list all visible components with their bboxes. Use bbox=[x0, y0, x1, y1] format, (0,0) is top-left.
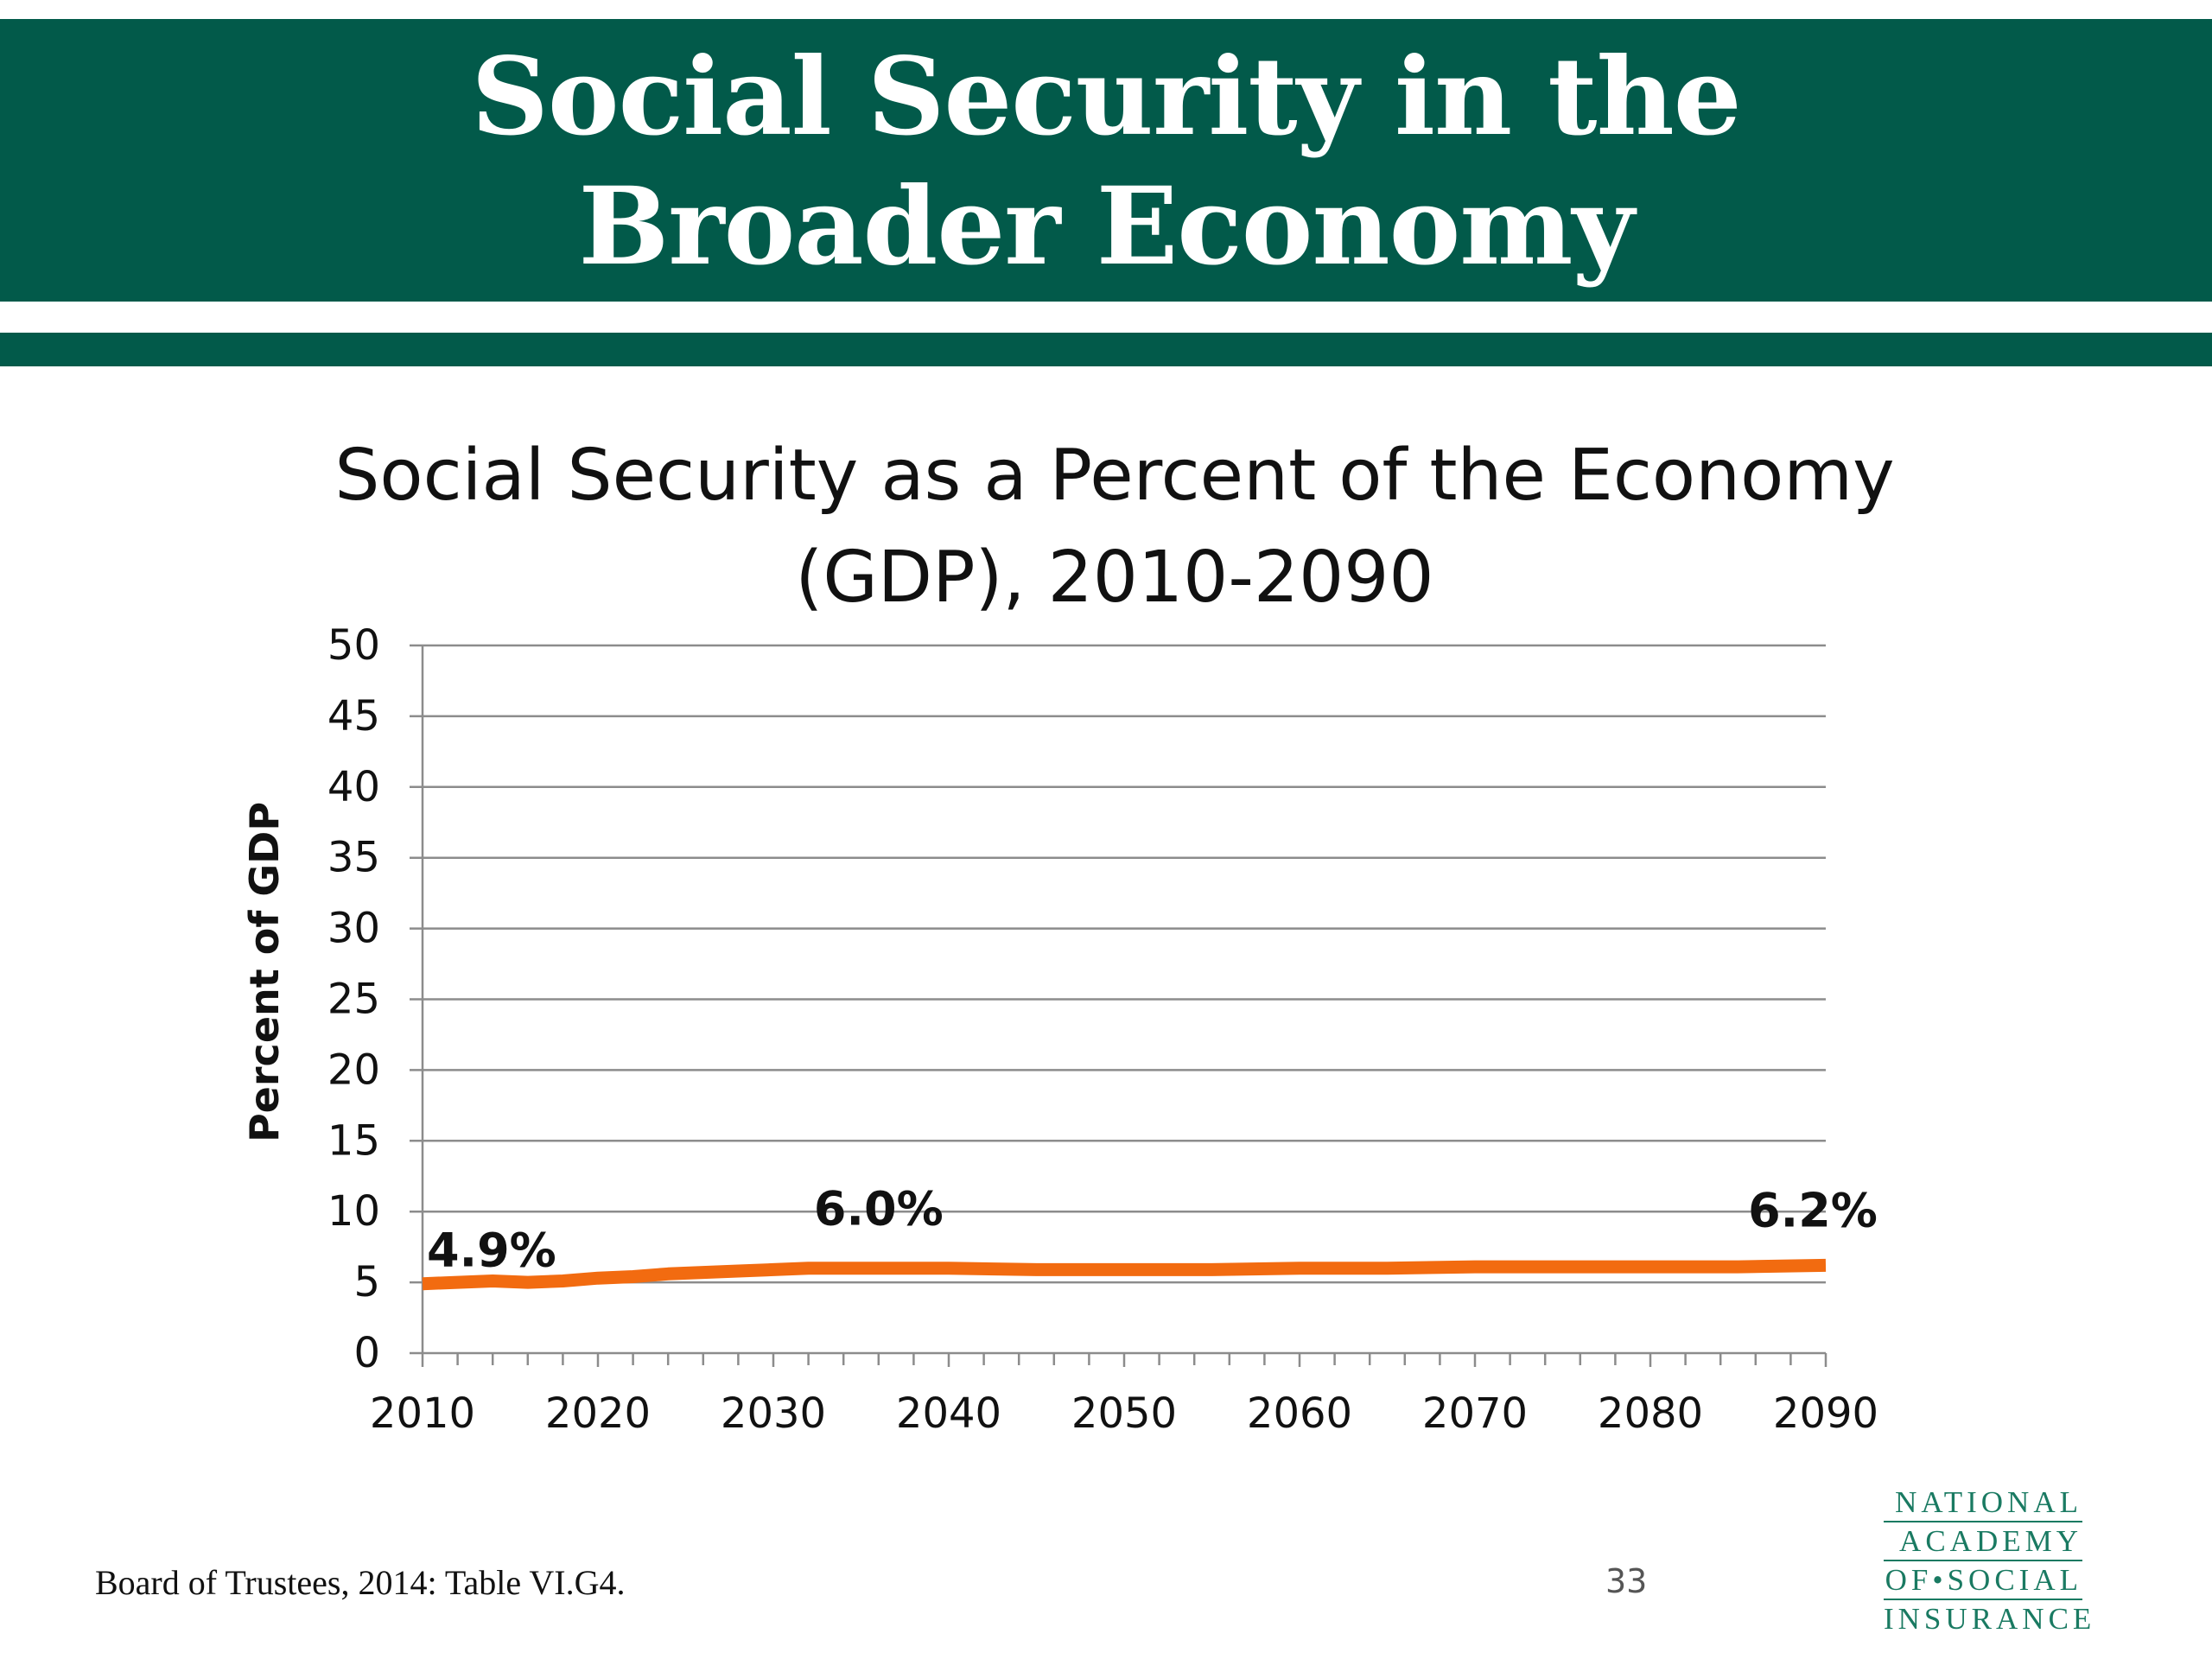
slide-title-line1: Social Security in the bbox=[471, 35, 1741, 160]
source-citation: Board of Trustees, 2014: Table VI.G4. bbox=[95, 1563, 626, 1602]
x-tick-label: 2040 bbox=[896, 1389, 1001, 1438]
chart-title-line1: Social Security as a Percent of the Econ… bbox=[334, 435, 1895, 517]
y-tick-label: 50 bbox=[327, 621, 380, 670]
logo-line-3: OF•SOCIAL bbox=[1885, 1563, 2082, 1597]
x-tick-label: 2080 bbox=[1598, 1389, 1703, 1438]
x-tick-label: 2010 bbox=[370, 1389, 475, 1438]
y-tick-label: 30 bbox=[327, 905, 380, 953]
y-tick-label: 0 bbox=[353, 1329, 380, 1377]
data-label: 6.0% bbox=[814, 1182, 944, 1236]
logo-line-1: NATIONAL bbox=[1895, 1485, 2082, 1519]
logo-rule-1 bbox=[1884, 1521, 2082, 1522]
y-tick-label: 40 bbox=[327, 763, 380, 811]
slide-title-line2: Broader Economy bbox=[578, 164, 1634, 289]
x-tick-label: 2060 bbox=[1247, 1389, 1352, 1438]
logo-line-4: INSURANCE bbox=[1884, 1602, 2096, 1636]
x-tick-label: 2030 bbox=[721, 1389, 826, 1438]
chart-title: Social Security as a Percent of the Econ… bbox=[259, 425, 1970, 629]
logo-rule-2 bbox=[1884, 1560, 2082, 1561]
chart-title-line2: (GDP), 2010-2090 bbox=[795, 537, 1434, 619]
y-axis-title: Percent of GDP bbox=[241, 802, 288, 1142]
page-number: 33 bbox=[1605, 1562, 1648, 1600]
x-tick-label: 2050 bbox=[1071, 1389, 1177, 1438]
banner-stripe bbox=[0, 333, 2212, 366]
series-line bbox=[422, 1258, 1827, 1291]
y-tick-label: 5 bbox=[353, 1258, 380, 1306]
data-label: 6.2% bbox=[1748, 1183, 1878, 1237]
y-tick-label: 35 bbox=[327, 834, 380, 882]
y-tick-label: 15 bbox=[327, 1116, 380, 1165]
logo-rule-3 bbox=[1884, 1599, 2082, 1600]
x-tick-label: 2020 bbox=[545, 1389, 651, 1438]
data-label: 4.9% bbox=[427, 1224, 556, 1278]
title-banner bbox=[0, 19, 2212, 302]
y-tick-label: 10 bbox=[327, 1187, 380, 1236]
nasi-logo: NATIONAL ACADEMY OF•SOCIAL INSURANCE bbox=[1884, 1484, 2096, 1637]
y-tick-label: 20 bbox=[327, 1046, 380, 1094]
slide-title: Social Security in the Broader Economy bbox=[0, 33, 2212, 292]
x-tick-label: 2090 bbox=[1773, 1389, 1878, 1438]
y-tick-label: 45 bbox=[327, 692, 380, 741]
x-tick-label: 2070 bbox=[1422, 1389, 1528, 1438]
logo-line-2: ACADEMY bbox=[1899, 1524, 2082, 1558]
y-tick-label: 25 bbox=[327, 976, 380, 1024]
